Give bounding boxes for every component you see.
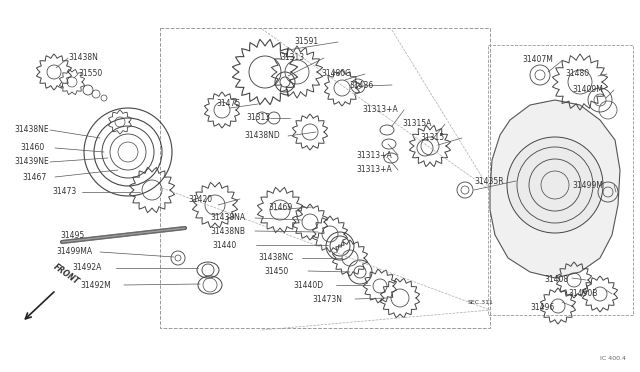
Text: 31480: 31480 <box>565 70 589 78</box>
Text: 31313+A: 31313+A <box>362 106 397 115</box>
Text: 31460: 31460 <box>20 144 44 153</box>
Text: 31315: 31315 <box>420 134 444 142</box>
Text: 31499MA: 31499MA <box>56 247 92 257</box>
Text: 31475: 31475 <box>216 99 240 109</box>
Text: 31469: 31469 <box>268 202 292 212</box>
Text: 31408: 31408 <box>544 276 568 285</box>
Text: IC 400.4: IC 400.4 <box>600 356 626 360</box>
Bar <box>488 45 633 315</box>
Text: 31467: 31467 <box>22 173 46 182</box>
Text: 31495: 31495 <box>60 231 84 241</box>
Text: 31439NE: 31439NE <box>14 157 49 167</box>
Text: 31409M: 31409M <box>572 86 603 94</box>
Text: 31436: 31436 <box>349 80 373 90</box>
Text: 31480G: 31480G <box>321 70 351 78</box>
Text: 31440D: 31440D <box>293 280 323 289</box>
Text: 31438ND: 31438ND <box>244 131 280 141</box>
Text: 31496: 31496 <box>530 302 554 311</box>
Text: 31438N: 31438N <box>68 54 98 62</box>
Bar <box>160 28 490 328</box>
Text: 31492M: 31492M <box>80 280 111 289</box>
Polygon shape <box>490 100 620 278</box>
Text: SEC.311: SEC.311 <box>468 299 494 305</box>
Text: 31313+A: 31313+A <box>356 166 392 174</box>
Text: 31438NE: 31438NE <box>14 125 49 135</box>
Text: 31313: 31313 <box>280 54 304 62</box>
Text: 31438NC: 31438NC <box>258 253 293 263</box>
Text: 31407M: 31407M <box>522 55 553 64</box>
Text: 31435R: 31435R <box>474 176 504 186</box>
Text: 31420: 31420 <box>188 195 212 203</box>
Text: 31490B: 31490B <box>568 289 597 298</box>
Text: 31438NA: 31438NA <box>210 214 245 222</box>
Text: 31591: 31591 <box>294 38 318 46</box>
Circle shape <box>507 137 603 233</box>
Text: 31313+A: 31313+A <box>356 151 392 160</box>
Text: 31440: 31440 <box>212 241 236 250</box>
Text: 31438NB: 31438NB <box>210 227 245 235</box>
Text: 31313: 31313 <box>246 113 270 122</box>
Text: 31492A: 31492A <box>72 263 101 273</box>
Text: FRONT: FRONT <box>52 262 81 286</box>
Text: 31450: 31450 <box>264 266 288 276</box>
Text: 31550: 31550 <box>78 70 102 78</box>
Text: 31315A: 31315A <box>402 119 431 128</box>
Text: 31499M: 31499M <box>572 180 603 189</box>
Text: 31473: 31473 <box>52 187 76 196</box>
Text: 31473N: 31473N <box>312 295 342 304</box>
